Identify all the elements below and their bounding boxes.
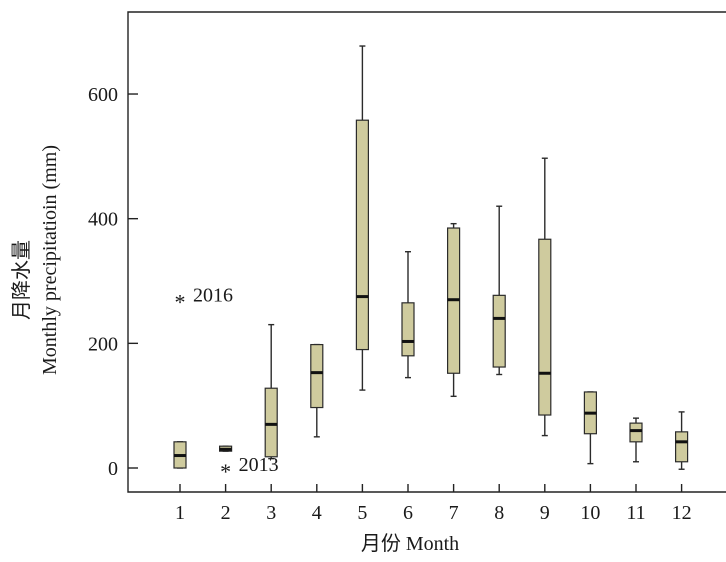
iqr-box <box>264 387 278 458</box>
box-month-11 <box>629 417 643 463</box>
x-tick-label: 8 <box>494 502 504 524</box>
outliers: * 2016 * 2013 <box>175 285 279 485</box>
y-tick-label: 0 <box>108 458 118 480</box>
x-axis-ticks: 1 2 3 4 5 6 7 8 9 10 11 12 <box>175 484 692 524</box>
iqr-box <box>629 422 643 443</box>
box-month-2 <box>219 445 233 452</box>
x-tick-label: 9 <box>540 502 550 524</box>
plot-frame <box>127 11 726 493</box>
box-month-9 <box>538 157 552 437</box>
iqr-box <box>492 294 506 368</box>
y-tick-label: 400 <box>88 209 118 231</box>
x-axis-title: 月份 Month <box>361 532 459 555</box>
x-tick-label: 1 <box>175 502 185 524</box>
y-axis-title-line1: 月降水量 <box>10 240 33 320</box>
outlier-marker: * <box>175 290 186 315</box>
box-month-7 <box>447 222 461 398</box>
iqr-box <box>538 238 552 416</box>
x-tick-label: 7 <box>449 502 459 524</box>
outlier-label: 2013 <box>239 454 279 476</box>
box-month-3 <box>264 323 278 460</box>
y-axis-ticks: 0 200 400 600 <box>88 84 138 480</box>
x-tick-label: 6 <box>403 502 413 524</box>
x-tick-label: 3 <box>266 502 276 524</box>
iqr-box <box>355 119 369 351</box>
iqr-box <box>401 302 415 357</box>
box-month-12 <box>674 411 689 470</box>
outlier-marker: * <box>220 459 231 484</box>
box-month-10 <box>583 391 598 465</box>
box-month-8 <box>492 205 506 376</box>
x-tick-label: 2 <box>221 502 231 524</box>
x-tick-label: 10 <box>580 502 600 524</box>
box-month-4 <box>310 343 324 438</box>
box-month-5 <box>355 45 369 391</box>
x-tick-label: 11 <box>626 502 645 524</box>
boxes <box>173 45 689 470</box>
x-tick-label: 12 <box>672 502 692 524</box>
x-tick-label: 5 <box>357 502 367 524</box>
box-month-6 <box>401 251 415 379</box>
box-month-1 <box>173 441 187 469</box>
outlier-label: 2016 <box>193 285 233 307</box>
y-tick-label: 600 <box>88 84 118 106</box>
x-tick-label: 4 <box>312 502 322 524</box>
y-axis-title-line2: Monthly precipitatioin (mm) <box>39 145 61 375</box>
iqr-box <box>310 343 324 409</box>
iqr-box <box>674 431 689 463</box>
y-tick-label: 200 <box>88 333 118 355</box>
